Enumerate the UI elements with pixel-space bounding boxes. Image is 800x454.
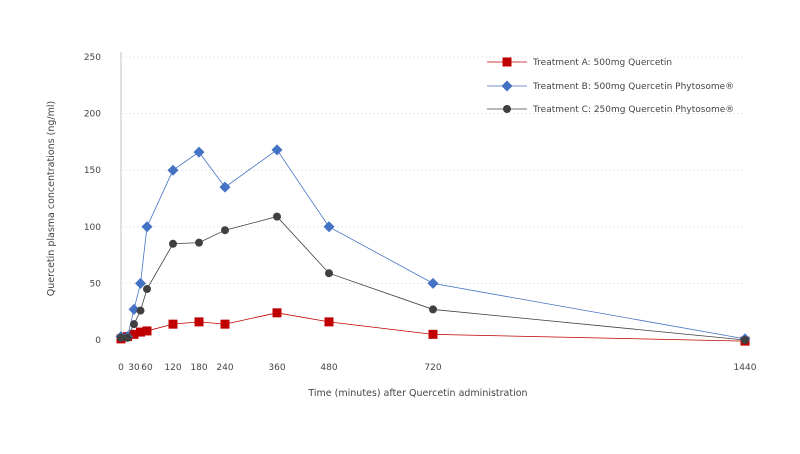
data-point — [123, 333, 132, 342]
data-point — [427, 277, 439, 289]
data-point — [129, 329, 139, 339]
x-tick-label: 180 — [190, 363, 207, 373]
legend-marker — [501, 80, 513, 92]
y-tick-label: 250 — [84, 53, 101, 63]
data-point — [141, 221, 153, 233]
legend-item: Treatment A: 500mg Quercetin — [487, 57, 672, 68]
data-point — [194, 317, 204, 327]
legend: Treatment A: 500mg Quercetin Treatment B:… — [487, 57, 734, 115]
data-point — [135, 277, 146, 289]
x-tick-label: 0 — [118, 363, 124, 373]
data-point — [169, 239, 177, 248]
data-point — [143, 285, 151, 294]
data-point — [428, 329, 438, 339]
x-tick-label: 60 — [141, 363, 153, 373]
x-tick-label: 360 — [268, 363, 285, 373]
data-point — [741, 336, 749, 344]
y-axis-label: Quercetin plasma concentrations (ng/ml) — [46, 101, 57, 296]
legend-label: Treatment A: 500mg Quercetin — [532, 58, 672, 68]
data-point — [273, 212, 281, 221]
x-tick-label: 30 — [128, 363, 140, 373]
y-tick-label: 0 — [95, 336, 101, 346]
data-point — [142, 326, 152, 336]
x-tick-label: 480 — [320, 363, 337, 373]
y-tick-labels: 0 50 100 150 200 250 — [84, 53, 101, 346]
y-tick-label: 100 — [84, 223, 101, 233]
legend-label: Treatment C: 250mg Quercetin Phytosome® — [532, 105, 734, 115]
legend-item: Treatment B: 500mg Quercetin Phytosome® — [487, 80, 734, 92]
x-tick-labels: 0 30 60 120 180 240 360 480 720 1440 — [118, 363, 757, 373]
x-tick-label: 240 — [216, 363, 233, 373]
series-group — [115, 144, 751, 346]
data-point — [272, 308, 282, 318]
x-axis-label: Time (minutes) after Quercetin administr… — [307, 388, 527, 399]
data-point — [193, 146, 205, 158]
y-tick-label: 200 — [84, 110, 101, 120]
x-tick-label: 1440 — [734, 363, 757, 373]
series-2 — [117, 212, 749, 344]
legend-marker — [503, 105, 511, 113]
data-point — [136, 327, 145, 337]
x-tick-label: 720 — [424, 363, 441, 373]
data-point — [323, 221, 335, 233]
data-point — [168, 319, 178, 329]
x-tick-label: 120 — [164, 363, 181, 373]
y-tick-label: 150 — [84, 166, 101, 176]
data-point — [136, 306, 145, 315]
data-point — [130, 320, 138, 329]
data-point — [324, 317, 334, 327]
data-point — [429, 305, 437, 314]
data-point — [167, 164, 179, 176]
data-point — [221, 226, 229, 235]
legend-marker — [502, 57, 512, 67]
y-tick-label: 50 — [90, 279, 102, 289]
series-1 — [115, 144, 751, 345]
data-point — [117, 333, 125, 342]
legend-item: Treatment C: 250mg Quercetin Phytosome® — [487, 105, 734, 115]
data-point — [271, 144, 283, 156]
data-point — [195, 238, 203, 247]
series-line — [121, 149, 746, 340]
data-point — [219, 181, 231, 193]
legend-label: Treatment B: 500mg Quercetin Phytosome® — [532, 82, 734, 92]
data-point — [128, 303, 140, 315]
data-point — [325, 269, 333, 278]
data-point — [220, 319, 230, 329]
series-0 — [116, 308, 750, 346]
